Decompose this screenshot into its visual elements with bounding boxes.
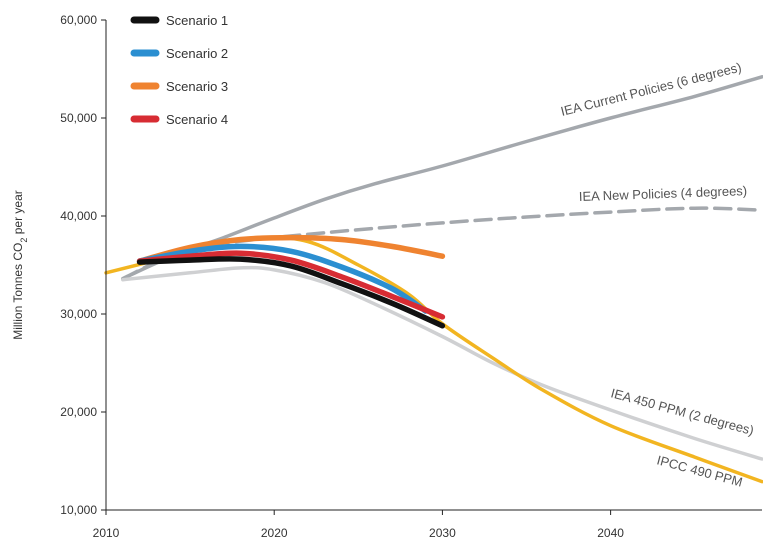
y-axis-ticks: 10,000 20,000 30,000 40,000 50,000 60,000 bbox=[60, 13, 106, 517]
label-iea-new-policies: IEA New Policies (4 degrees) bbox=[579, 183, 748, 204]
x-tick-label: 2040 bbox=[597, 526, 624, 540]
series-line-scenario-4 bbox=[136, 250, 446, 320]
x-tick-label: 2020 bbox=[261, 526, 288, 540]
series-line-iea-450-ppm-2-degrees bbox=[121, 265, 763, 461]
y-axis-title-main: Million Tonnes CO bbox=[11, 243, 25, 340]
plot-lines bbox=[104, 75, 763, 484]
y-axis-title: Million Tonnes CO2 per year bbox=[11, 190, 29, 340]
legend-label-scenario-4: Scenario 4 bbox=[166, 112, 228, 127]
legend: Scenario 1 Scenario 2 Scenario 3 Scenari… bbox=[130, 13, 228, 127]
x-axis-ticks: 2010 2020 2030 2040 bbox=[93, 510, 624, 540]
y-tick-label: 20,000 bbox=[60, 405, 97, 419]
label-iea-450-ppm: IEA 450 PPM (2 degrees) bbox=[609, 385, 755, 438]
legend-label-scenario-2: Scenario 2 bbox=[166, 46, 228, 61]
legend-label-scenario-3: Scenario 3 bbox=[166, 79, 228, 94]
y-axis-title-tail: per year bbox=[11, 190, 25, 237]
y-tick-label: 10,000 bbox=[60, 503, 97, 517]
y-axis-title-subscript: 2 bbox=[19, 238, 29, 243]
legend-label-scenario-1: Scenario 1 bbox=[166, 13, 228, 28]
series-line-scenario-3 bbox=[136, 234, 446, 264]
y-tick-label: 60,000 bbox=[60, 13, 97, 27]
y-tick-label: 50,000 bbox=[60, 111, 97, 125]
x-tick-label: 2030 bbox=[429, 526, 456, 540]
series-line-ipcc-490-ppm bbox=[104, 235, 763, 484]
x-tick-label: 2010 bbox=[93, 526, 120, 540]
y-tick-label: 30,000 bbox=[60, 307, 97, 321]
series-line-scenario-1 bbox=[136, 256, 446, 329]
series-line-scenario-2 bbox=[136, 243, 429, 314]
y-tick-label: 40,000 bbox=[60, 209, 97, 223]
